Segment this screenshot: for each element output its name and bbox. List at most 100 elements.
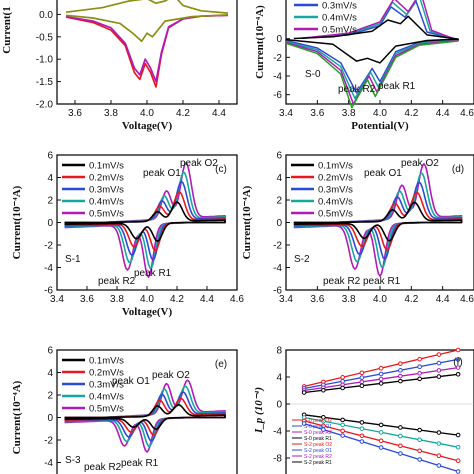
y-tick-label: -6 — [44, 286, 53, 297]
x-tick-label: 3.6 — [80, 294, 94, 305]
data-point — [398, 451, 403, 456]
legend-label: 0.2mV/s — [89, 368, 124, 379]
panel-label: (e) — [215, 359, 227, 370]
x-tick-label: 4.0 — [373, 294, 387, 305]
legend-label: S-2 peak R1 — [304, 460, 332, 466]
cv-series-line — [65, 0, 229, 14]
panel-a: 3.6 3.8 4.0 4.2 4.4 0.0 -0.5 -1.0 -1.5 -2.0 Voltag… — [1, 0, 238, 132]
data-point — [417, 364, 422, 370]
peak-label: peak O2 — [180, 158, 218, 169]
peak-label: peak O1 — [112, 376, 150, 387]
legend-label: 0.5mV/s — [318, 209, 353, 220]
legend-label: 0.3mV/s — [318, 185, 353, 196]
sample-label: S-3 — [65, 455, 81, 466]
y-axis-label: Current(10⁻⁴A) — [241, 185, 253, 259]
data-point — [378, 365, 384, 371]
y-tick-label: 4 — [47, 368, 53, 379]
data-point — [359, 379, 365, 385]
data-point — [321, 427, 326, 432]
y-tick-label: 2 — [276, 196, 282, 207]
peak-label: peak O2 — [401, 158, 439, 169]
legend-label: 0.5mV/s — [89, 209, 124, 220]
x-tick-label: 4.4 — [436, 294, 450, 305]
cv-series-line — [285, 40, 459, 109]
data-point — [398, 368, 403, 373]
cv-series-line — [65, 13, 229, 43]
data-point — [436, 368, 442, 373]
data-point — [340, 375, 345, 380]
y-tick-label: -4 — [273, 263, 282, 274]
data-point — [436, 441, 442, 446]
data-point — [340, 385, 345, 391]
panel-label: (d) — [452, 164, 464, 175]
data-point — [417, 437, 422, 443]
x-axis-label: Voltage(V) — [122, 120, 173, 132]
y-tick-label: 0 — [47, 218, 53, 229]
cv-series-line — [64, 404, 226, 430]
data-point — [340, 428, 345, 434]
data-point — [359, 433, 365, 439]
data-point — [455, 469, 461, 474]
data-point — [321, 387, 326, 393]
legend-label: 0.1mV/s — [89, 161, 124, 172]
panel-f: 840-4-8(f)I_p (10⁻⁴) S-0 peak O2S-0 peak … — [253, 346, 474, 474]
y-tick-label: -6 — [273, 286, 282, 297]
data-point — [359, 439, 365, 444]
cv-series-line — [293, 201, 463, 242]
legend-label: 0.3mV/s — [322, 1, 357, 12]
data-point — [455, 432, 461, 438]
data-point — [378, 438, 384, 444]
peak-label: peak O2 — [152, 370, 190, 381]
sample-label: S-2 — [294, 254, 310, 265]
y-tick-label: 0 — [276, 34, 282, 45]
y-tick-label: 6 — [47, 151, 53, 162]
panel-b: 3.4 3.6 3.8 4.0 4.2 4.4 4.6 0 -2 -4 -6 Potential(V)… — [254, 0, 474, 132]
x-tick-label: 3.8 — [110, 294, 124, 305]
x-axis-label: Potential(V) — [351, 120, 409, 132]
legend-label: S-0 peak R1 — [304, 436, 332, 442]
panel-e: 6 4 2 0 -2 -4 Current(10⁻⁴A) 0.1mV/s0.2mV/s0.3m… — [11, 346, 238, 474]
plot-frame — [285, 349, 474, 474]
data-point — [417, 427, 422, 433]
x-tick-label: 4.2 — [176, 108, 190, 119]
data-point — [340, 422, 345, 428]
panel-label: (f) — [453, 357, 462, 368]
data-point — [436, 453, 442, 459]
x-tick-label: 3.8 — [342, 294, 356, 305]
y-tick-label: -2 — [273, 241, 282, 252]
peak-label: peak R2 — [323, 276, 361, 287]
y-tick-label: -8 — [273, 454, 282, 465]
data-point — [455, 357, 461, 362]
data-point — [398, 433, 403, 439]
data-point — [378, 381, 384, 386]
x-tick-label: 4.4 — [436, 108, 450, 119]
data-point — [301, 421, 307, 426]
legend-label: 0.2mV/s — [318, 173, 353, 184]
data-point — [455, 458, 461, 464]
peak-label: peak R2 — [84, 462, 122, 473]
y-tick-label: -4 — [44, 458, 53, 469]
legend-label: S-2 peak O2 — [304, 442, 332, 448]
data-point — [398, 361, 403, 366]
y-tick-label: -4 — [44, 263, 53, 274]
data-point — [378, 422, 384, 428]
legend-label: 0.1mV/s — [89, 356, 124, 367]
data-point — [301, 390, 307, 395]
data-point — [378, 371, 384, 377]
y-axis-label: Current(10⁻⁴A) — [11, 185, 23, 259]
x-tick-label: 4.4 — [200, 294, 214, 305]
y-tick-label: 6 — [276, 151, 282, 162]
peak-label: peak R1 — [121, 458, 159, 469]
peak-label: peak R1 — [378, 81, 416, 92]
data-point — [378, 376, 384, 382]
peak-label: peak O1 — [364, 168, 402, 179]
x-tick-label: 4.6 — [460, 108, 474, 119]
x-tick-label: 4.0 — [140, 294, 154, 305]
y-tick-label: -4 — [273, 72, 282, 83]
data-point — [436, 430, 442, 435]
data-point — [378, 445, 384, 450]
y-tick-label: 4 — [276, 373, 282, 384]
legend-label: 0.4mV/s — [89, 197, 124, 208]
data-point — [455, 372, 461, 377]
